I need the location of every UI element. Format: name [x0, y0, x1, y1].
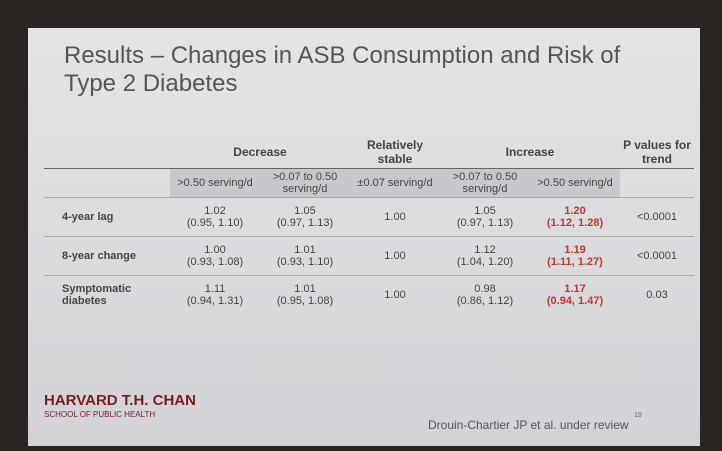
- estimate: 1.11: [204, 283, 226, 295]
- citation: Drouin-Chartier JP et al. under review: [428, 418, 629, 432]
- cell: 1.12 (1.04, 1.20): [440, 236, 530, 276]
- cell: 1.05 (0.97, 1.13): [440, 197, 530, 237]
- p-value: <0.0001: [620, 236, 694, 276]
- estimate: 1.01: [294, 244, 316, 256]
- confidence-interval: (0.93, 1.08): [186, 256, 244, 268]
- confidence-interval: (0.95, 1.10): [186, 217, 244, 229]
- estimate: 1.05: [294, 205, 316, 217]
- results-table: Decrease Relatively stable Increase P va…: [44, 136, 694, 314]
- cell: 1.00 (0.93, 1.08): [170, 236, 260, 276]
- estimate: 1.19: [564, 244, 586, 256]
- cell: 1.00: [350, 275, 440, 314]
- cell: 1.19 (1.11, 1.27): [530, 236, 620, 276]
- slide-title: Results – Changes in ASB Consumption and…: [64, 42, 621, 97]
- row-label: 8-year change: [44, 236, 170, 276]
- blank: [44, 136, 170, 169]
- group-header: Relatively stable: [366, 138, 424, 166]
- estimate: 0.98: [474, 283, 496, 295]
- column-header: >0.07 to 0.50 serving/d: [260, 168, 350, 198]
- logo-subtitle: SCHOOL OF PUBLIC HEALTH: [44, 410, 156, 419]
- group-header: P values for trend: [623, 138, 691, 166]
- confidence-interval: (0.94, 1.31): [186, 295, 244, 307]
- estimate: 1.02: [204, 205, 226, 217]
- cell: 1.05 (0.97, 1.13): [260, 197, 350, 237]
- column-header: ±0.07 serving/d: [350, 168, 440, 198]
- estimate: 1.12: [474, 244, 496, 256]
- confidence-interval: (1.11, 1.27): [547, 256, 603, 268]
- group-header: Decrease: [233, 145, 287, 159]
- confidence-interval: (0.86, 1.12): [456, 295, 514, 307]
- page-number: 19: [634, 412, 642, 419]
- column-header: >0.50 serving/d: [530, 168, 620, 198]
- group-header-row: Decrease Relatively stable Increase P va…: [44, 136, 694, 169]
- logo: HARVARD T.H. CHAN: [44, 392, 196, 409]
- confidence-interval: (0.94, 1.47): [546, 295, 604, 307]
- cell: 1.01 (0.95, 1.08): [260, 275, 350, 314]
- estimate: 1.00: [384, 211, 406, 223]
- confidence-interval: (1.04, 1.20): [456, 256, 514, 268]
- cell: 1.20 (1.12, 1.28): [530, 197, 620, 237]
- cell: 1.00: [350, 197, 440, 237]
- estimate: 1.00: [384, 250, 406, 262]
- cell: 1.01 (0.93, 1.10): [260, 236, 350, 276]
- group-header: Increase: [505, 145, 555, 159]
- table-row: 8-year change 1.00 (0.93, 1.08) 1.01 (0.93, …: [44, 236, 694, 276]
- column-header: >0.50 serving/d: [170, 168, 260, 198]
- estimate: 1.17: [564, 283, 586, 295]
- table-row: 4-year lag 1.02 (0.95, 1.10) 1.05 (0.97, 1.1…: [44, 197, 694, 237]
- estimate: 1.00: [384, 289, 406, 301]
- cell: 1.11 (0.94, 1.31): [170, 275, 260, 314]
- estimate: 1.20: [564, 205, 586, 217]
- row-label: Symptomatic diabetes: [44, 275, 170, 314]
- confidence-interval: (0.97, 1.13): [456, 217, 514, 229]
- estimate: 1.05: [474, 205, 496, 217]
- column-header-row: >0.50 serving/d >0.07 to 0.50 serving/d ±0…: [44, 168, 694, 198]
- confidence-interval: (0.95, 1.08): [276, 295, 334, 307]
- confidence-interval: (0.93, 1.10): [276, 256, 334, 268]
- p-value: <0.0001: [620, 197, 694, 237]
- blank: [44, 168, 170, 198]
- p-value: 0.03: [620, 275, 694, 314]
- column-header: >0.07 to 0.50 serving/d: [440, 168, 530, 198]
- row-label: 4-year lag: [44, 197, 170, 237]
- table-row: Symptomatic diabetes 1.11 (0.94, 1.31) 1.01…: [44, 275, 694, 314]
- estimate: 1.00: [204, 244, 226, 256]
- cell: 1.00: [350, 236, 440, 276]
- confidence-interval: (1.12, 1.28): [546, 217, 604, 229]
- estimate: 1.01: [294, 283, 316, 295]
- blank: [620, 168, 694, 198]
- cell: 0.98 (0.86, 1.12): [440, 275, 530, 314]
- cell: 1.17 (0.94, 1.47): [530, 275, 620, 314]
- confidence-interval: (0.97, 1.13): [276, 217, 334, 229]
- cell: 1.02 (0.95, 1.10): [170, 197, 260, 237]
